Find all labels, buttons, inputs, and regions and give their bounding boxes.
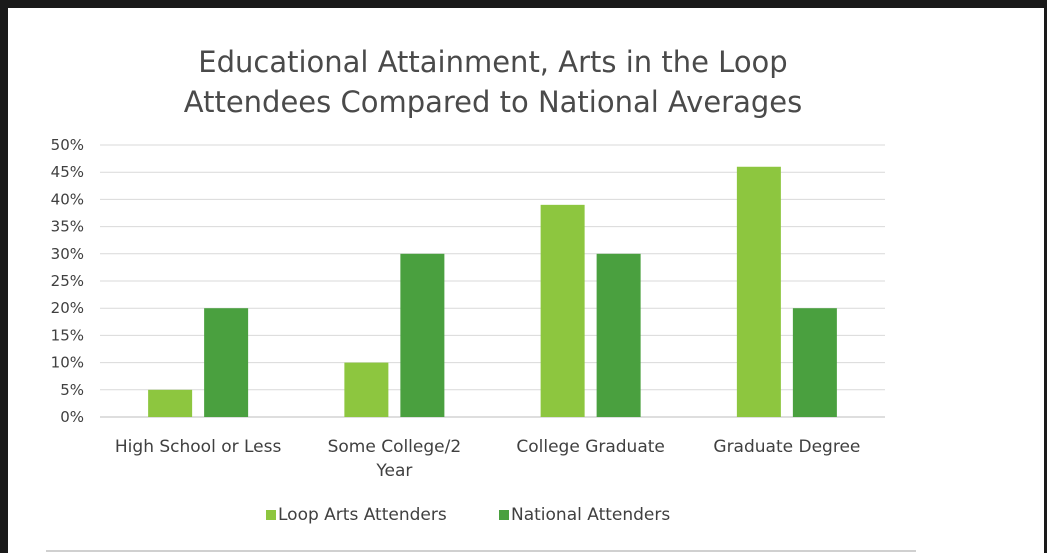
- y-tick-label: 10%: [51, 354, 84, 372]
- legend-swatch-1: [499, 510, 509, 520]
- x-tick-label: College Graduate: [516, 437, 665, 457]
- y-tick-label: 45%: [51, 163, 84, 181]
- y-tick-label: 0%: [60, 408, 84, 426]
- bar-loop-arts-3: [737, 167, 781, 417]
- y-tick-label: 20%: [51, 299, 84, 317]
- x-tick-label: Some College/2: [328, 437, 462, 457]
- legend-swatch-0: [266, 510, 276, 520]
- legend-label-0: Loop Arts Attenders: [278, 505, 447, 525]
- chart-frame: Educational Attainment, Arts in the Loop…: [8, 8, 1044, 553]
- legend-label-1: National Attenders: [511, 505, 670, 525]
- x-tick-label: High School or Less: [115, 437, 282, 457]
- x-tick-label: Year: [375, 461, 412, 481]
- bar-loop-arts-1: [344, 363, 388, 417]
- bar-national-3: [793, 308, 837, 417]
- y-tick-label: 25%: [51, 272, 84, 290]
- bottom-divider: [46, 550, 916, 552]
- bar-national-1: [400, 254, 444, 417]
- y-tick-label: 35%: [51, 218, 84, 236]
- y-tick-label: 15%: [51, 326, 84, 344]
- y-tick-label: 40%: [51, 190, 84, 208]
- bar-national-0: [204, 308, 248, 417]
- bar-national-2: [597, 254, 641, 417]
- bar-loop-arts-2: [541, 205, 585, 417]
- x-tick-label: Graduate Degree: [713, 437, 860, 457]
- y-tick-label: 30%: [51, 245, 84, 263]
- bar-chart: 0% 5% 10% 15% 20% 25% 30% 35% 40% 45% 50% High Scho…: [8, 8, 1044, 553]
- bar-loop-arts-0: [148, 390, 192, 417]
- y-tick-label: 50%: [51, 136, 84, 154]
- y-tick-label: 5%: [60, 381, 84, 399]
